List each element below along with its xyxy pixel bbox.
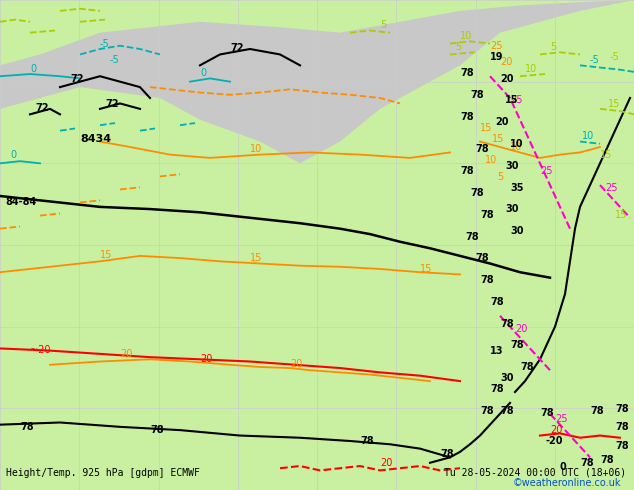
Text: 30: 30 bbox=[505, 161, 519, 171]
Text: 78: 78 bbox=[360, 436, 373, 446]
Text: 78: 78 bbox=[580, 458, 593, 468]
Text: 15: 15 bbox=[608, 98, 621, 109]
Text: 72: 72 bbox=[70, 74, 84, 84]
Text: 15: 15 bbox=[615, 210, 628, 220]
Text: 78: 78 bbox=[20, 422, 34, 432]
Text: 10: 10 bbox=[460, 31, 472, 41]
Text: 72: 72 bbox=[105, 98, 119, 109]
Text: 78: 78 bbox=[470, 188, 484, 198]
Text: 78: 78 bbox=[465, 232, 479, 242]
Text: 15: 15 bbox=[492, 134, 505, 144]
Text: 10: 10 bbox=[485, 155, 497, 165]
Text: 25: 25 bbox=[540, 166, 552, 176]
Text: Tu 28-05-2024 00:00 UTC (18+06): Tu 28-05-2024 00:00 UTC (18+06) bbox=[444, 468, 626, 478]
Text: 78: 78 bbox=[615, 441, 629, 451]
Text: 35: 35 bbox=[510, 183, 524, 193]
Text: 5: 5 bbox=[455, 42, 462, 52]
Text: 78: 78 bbox=[440, 449, 453, 459]
Text: 72: 72 bbox=[35, 103, 48, 113]
Text: 78: 78 bbox=[470, 90, 484, 100]
Text: 78: 78 bbox=[475, 145, 489, 154]
Text: 15: 15 bbox=[250, 253, 262, 263]
Polygon shape bbox=[0, 0, 634, 65]
Polygon shape bbox=[460, 11, 634, 490]
Text: 25: 25 bbox=[605, 183, 618, 193]
Text: 0: 0 bbox=[560, 463, 567, 472]
Text: 78: 78 bbox=[540, 408, 553, 418]
Text: 15: 15 bbox=[480, 122, 493, 133]
Text: 78: 78 bbox=[615, 404, 629, 414]
Text: 78: 78 bbox=[475, 253, 489, 263]
Text: 15: 15 bbox=[600, 150, 612, 160]
Text: 78: 78 bbox=[480, 406, 494, 416]
Text: 5: 5 bbox=[497, 172, 503, 182]
Text: 15: 15 bbox=[505, 96, 519, 105]
Text: 5: 5 bbox=[550, 42, 556, 52]
Text: 20: 20 bbox=[500, 74, 514, 84]
Text: 19: 19 bbox=[490, 52, 503, 62]
Text: 78: 78 bbox=[460, 112, 474, 122]
Text: -20: -20 bbox=[545, 436, 562, 446]
Text: 10: 10 bbox=[250, 145, 262, 154]
Text: 78: 78 bbox=[490, 384, 503, 394]
Text: 78: 78 bbox=[520, 362, 534, 372]
Text: 78: 78 bbox=[600, 455, 614, 465]
Text: -5: -5 bbox=[590, 55, 600, 65]
Text: 78: 78 bbox=[590, 406, 604, 416]
Text: 15: 15 bbox=[420, 264, 432, 274]
Text: 20: 20 bbox=[515, 324, 527, 334]
Text: 78: 78 bbox=[480, 275, 494, 285]
Text: 20: 20 bbox=[550, 425, 562, 436]
Text: 25: 25 bbox=[510, 96, 522, 105]
Text: 30: 30 bbox=[510, 226, 524, 236]
Text: 10: 10 bbox=[510, 139, 524, 149]
Text: -5: -5 bbox=[100, 39, 110, 49]
Text: -5: -5 bbox=[110, 55, 120, 65]
Text: 0: 0 bbox=[200, 68, 206, 78]
Text: Height/Temp. 925 hPa [gdpm] ECMWF: Height/Temp. 925 hPa [gdpm] ECMWF bbox=[6, 468, 200, 478]
Text: 78: 78 bbox=[500, 406, 514, 416]
Text: 84-84: 84-84 bbox=[5, 196, 36, 207]
Text: 78: 78 bbox=[150, 425, 164, 436]
Text: 10: 10 bbox=[525, 64, 537, 74]
Text: 10: 10 bbox=[582, 131, 594, 142]
Text: 5: 5 bbox=[380, 20, 386, 30]
Text: 25: 25 bbox=[555, 415, 567, 424]
Text: 78: 78 bbox=[460, 68, 474, 78]
Text: 20: 20 bbox=[120, 349, 133, 359]
Text: 0: 0 bbox=[30, 64, 36, 74]
Text: 78: 78 bbox=[510, 341, 524, 350]
Text: 20: 20 bbox=[380, 458, 392, 468]
Text: 78: 78 bbox=[500, 318, 514, 329]
Text: 0: 0 bbox=[10, 150, 16, 160]
Text: 78: 78 bbox=[480, 210, 494, 220]
Text: 20: 20 bbox=[500, 57, 512, 67]
Text: 15: 15 bbox=[100, 250, 112, 260]
Text: 10: 10 bbox=[510, 142, 522, 152]
Text: -5: -5 bbox=[610, 52, 620, 62]
Text: 78: 78 bbox=[460, 166, 474, 176]
Text: 25: 25 bbox=[490, 41, 503, 51]
Text: 30: 30 bbox=[505, 204, 519, 214]
Text: 72: 72 bbox=[230, 43, 243, 53]
Text: 20: 20 bbox=[495, 117, 508, 127]
Text: 20: 20 bbox=[200, 353, 212, 364]
Text: 30: 30 bbox=[500, 373, 514, 383]
Text: 78: 78 bbox=[615, 422, 629, 432]
Text: 20: 20 bbox=[290, 359, 302, 369]
Text: 13: 13 bbox=[490, 346, 503, 356]
Text: 8434: 8434 bbox=[80, 134, 111, 144]
Text: ~20: ~20 bbox=[30, 345, 51, 355]
Text: ©weatheronline.co.uk: ©weatheronline.co.uk bbox=[513, 478, 621, 488]
Text: 78: 78 bbox=[490, 297, 503, 307]
